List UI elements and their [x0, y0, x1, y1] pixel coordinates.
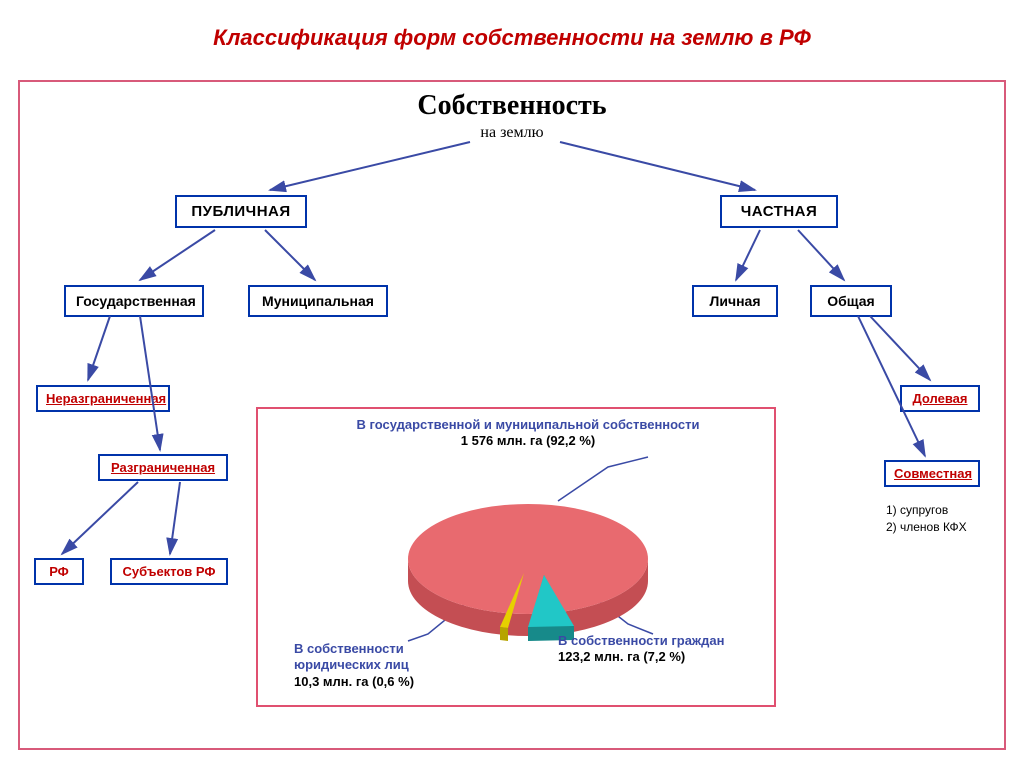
node-share: Долевая [900, 385, 980, 412]
node-subjects: Субъектов РФ [110, 558, 228, 585]
node-limited: Разграниченная [98, 454, 228, 481]
joint-list-item: 1) супругов [886, 502, 967, 519]
diagram-frame: Собственность на землю ПУБЛИЧНАЯ ЧАСТНАЯ… [18, 80, 1006, 750]
chart-label-value: 10,3 млн. га (0,6 %) [294, 674, 414, 689]
node-rf: РФ [34, 558, 84, 585]
joint-list: 1) супругов 2) членов КФХ [886, 502, 967, 536]
node-private: ЧАСТНАЯ [720, 195, 838, 228]
pie-chart-box: В государственной и муниципальной собств… [256, 407, 776, 707]
root-subtitle: на землю [20, 124, 1004, 142]
chart-label-value: 123,2 млн. га (7,2 %) [558, 649, 685, 664]
chart-label-legal: В собственности юридических лиц 10,3 млн… [294, 641, 494, 690]
chart-label-text: В собственности граждан [558, 633, 725, 648]
node-personal: Личная [692, 285, 778, 317]
page-title: Классификация форм собственности на земл… [0, 0, 1024, 61]
node-unlimited: Неразграниченная [36, 385, 170, 412]
node-public: ПУБЛИЧНАЯ [175, 195, 307, 228]
node-municipal: Муниципальная [248, 285, 388, 317]
node-joint: Совместная [884, 460, 980, 487]
chart-label-citizens: В собственности граждан 123,2 млн. га (7… [558, 633, 758, 666]
node-common: Общая [810, 285, 892, 317]
node-state: Государственная [64, 285, 204, 317]
joint-list-item: 2) членов КФХ [886, 519, 967, 536]
chart-label-text: В собственности юридических лиц [294, 641, 409, 672]
root-title: Собственность [20, 90, 1004, 122]
